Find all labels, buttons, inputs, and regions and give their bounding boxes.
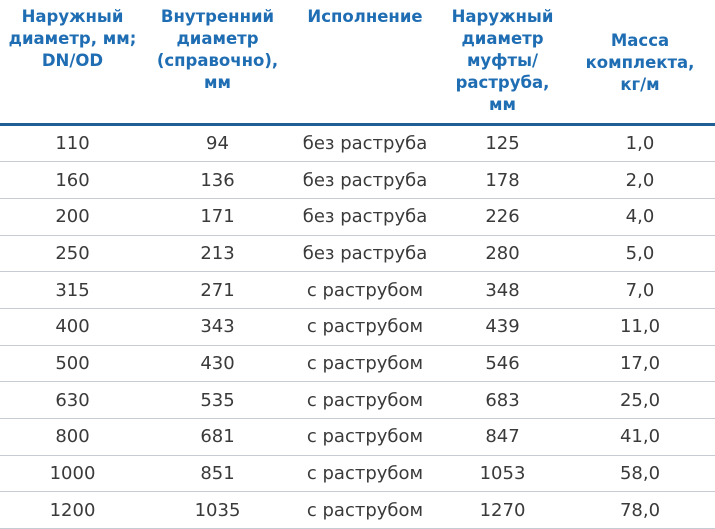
table-row: 630 535 с раструбом 683 25,0 [0, 381, 715, 419]
table-cell: 439 [440, 308, 565, 346]
table-cell: 1,0 [565, 124, 715, 163]
table-cell: с раструбом [290, 455, 440, 493]
table-cell: 500 [0, 345, 145, 383]
table-row: 1200 1035 с раструбом 1270 78,0 [0, 491, 715, 529]
table-cell: 1000 [0, 455, 145, 493]
table-row: 250 213 без раструба 280 5,0 [0, 235, 715, 273]
table-cell: с раструбом [290, 381, 440, 419]
table-row: 1000 851 с раструбом 1053 58,0 [0, 455, 715, 493]
table-cell: 213 [145, 235, 290, 273]
table-cell: 348 [440, 271, 565, 309]
table-cell: 2,0 [565, 161, 715, 199]
table-cell: с раструбом [290, 308, 440, 346]
table-cell: 800 [0, 418, 145, 456]
table-cell: 58,0 [565, 455, 715, 493]
table-body: 110 94 без раструба 125 1,0 160 136 без раструб… [0, 124, 715, 529]
table-cell: без раструба [290, 161, 440, 199]
table-row: 160 136 без раструба 178 2,0 [0, 161, 715, 199]
table-cell: 171 [145, 198, 290, 236]
table-cell: 1200 [0, 491, 145, 529]
table-cell: 125 [440, 124, 565, 163]
table-cell: 630 [0, 381, 145, 419]
table-cell: 1053 [440, 455, 565, 493]
table-row: 200 171 без раструба 226 4,0 [0, 198, 715, 236]
table-cell: 1270 [440, 491, 565, 529]
table-cell: 7,0 [565, 271, 715, 309]
table-cell: 343 [145, 308, 290, 346]
table-row: 400 343 с раструбом 439 11,0 [0, 308, 715, 346]
table-cell: 41,0 [565, 418, 715, 456]
table-cell: 681 [145, 418, 290, 456]
table-row: 500 430 с раструбом 546 17,0 [0, 345, 715, 383]
table-cell: 1035 [145, 491, 290, 529]
table-cell: 11,0 [565, 308, 715, 346]
table-cell: 5,0 [565, 235, 715, 273]
table-cell: 546 [440, 345, 565, 383]
table-cell: 226 [440, 198, 565, 236]
table-cell: без раструба [290, 124, 440, 163]
column-header: Внутренний диаметр (справочно), мм [145, 0, 290, 126]
table-cell: с раструбом [290, 345, 440, 383]
table-cell: 178 [440, 161, 565, 199]
table-cell: 535 [145, 381, 290, 419]
column-header: Наружный диаметр, мм; DN/OD [0, 0, 145, 126]
table-cell: 847 [440, 418, 565, 456]
table-cell: 136 [145, 161, 290, 199]
table-cell: 400 [0, 308, 145, 346]
table-cell: 94 [145, 124, 290, 163]
table-row: 315 271 с раструбом 348 7,0 [0, 271, 715, 309]
column-header: Наружный диаметр муфты/ раструба, мм [440, 0, 565, 126]
table-cell: 110 [0, 124, 145, 163]
table-cell: 4,0 [565, 198, 715, 236]
table-cell: 250 [0, 235, 145, 273]
table-cell: 430 [145, 345, 290, 383]
header-row: Наружный диаметр, мм; DN/OD Внутренний ди… [0, 0, 715, 126]
table-cell: с раструбом [290, 271, 440, 309]
table-cell: 280 [440, 235, 565, 273]
column-header: Исполнение [290, 0, 440, 126]
table-cell: 25,0 [565, 381, 715, 419]
table-cell: 160 [0, 161, 145, 199]
table-cell: без раструба [290, 235, 440, 273]
table-cell: 17,0 [565, 345, 715, 383]
table-cell: с раструбом [290, 491, 440, 529]
table-cell: 271 [145, 271, 290, 309]
table-cell: 315 [0, 271, 145, 309]
table-cell: 851 [145, 455, 290, 493]
table-cell: 200 [0, 198, 145, 236]
table-cell: с раструбом [290, 418, 440, 456]
column-header: Масса комплекта, кг/м [565, 0, 715, 126]
table-row: 110 94 без раструба 125 1,0 [0, 124, 715, 163]
table-cell: без раструба [290, 198, 440, 236]
table-cell: 78,0 [565, 491, 715, 529]
table-row: 800 681 с раструбом 847 41,0 [0, 418, 715, 456]
table-cell: 683 [440, 381, 565, 419]
